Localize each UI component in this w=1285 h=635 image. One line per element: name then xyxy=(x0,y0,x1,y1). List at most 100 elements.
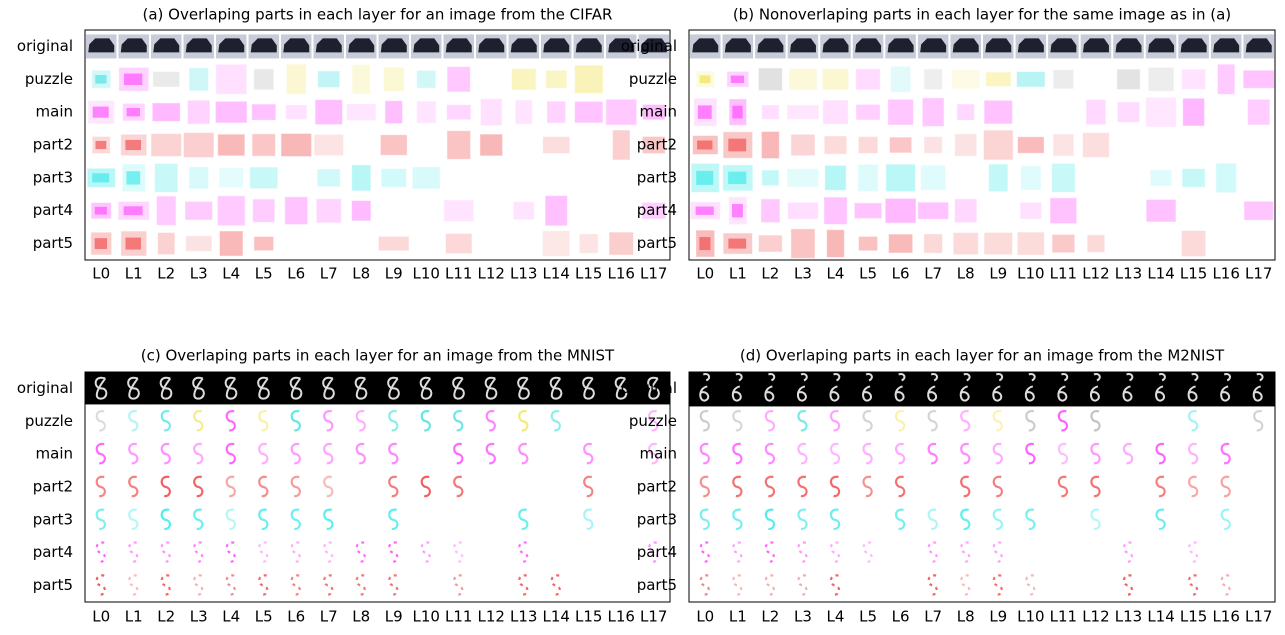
part-stroke xyxy=(227,542,235,561)
part-stroke xyxy=(701,477,709,496)
image-grid xyxy=(690,34,1274,257)
part-stroke xyxy=(766,575,774,594)
part-image xyxy=(575,66,602,93)
row-label: part4 xyxy=(33,543,73,561)
part-image xyxy=(954,233,978,254)
part-stroke xyxy=(487,411,495,430)
part-image xyxy=(985,233,1013,254)
part-stroke xyxy=(798,411,806,430)
part-stroke xyxy=(864,411,872,430)
part-image xyxy=(1183,99,1204,126)
column-label: L6 xyxy=(287,265,305,283)
column-label: L17 xyxy=(1245,265,1272,283)
part-image xyxy=(986,73,1010,86)
row-label: part3 xyxy=(637,510,677,528)
part-stroke xyxy=(227,510,235,529)
column-label: L11 xyxy=(1050,265,1077,283)
part-core xyxy=(728,239,746,249)
part-image xyxy=(1151,170,1172,185)
part-stroke xyxy=(1124,575,1132,594)
part-stroke xyxy=(831,477,839,496)
part-stroke xyxy=(929,444,937,463)
column-label: L13 xyxy=(510,608,537,626)
column-label: L8 xyxy=(957,265,975,283)
panel-title: (c) Overlaping parts in each layer for a… xyxy=(141,347,615,365)
part-stroke xyxy=(1091,411,1099,430)
part-stroke xyxy=(227,477,235,496)
part-image xyxy=(891,67,910,92)
column-label: L2 xyxy=(157,265,175,283)
part-image xyxy=(888,100,913,125)
part-stroke xyxy=(766,477,774,496)
part-image xyxy=(1018,137,1044,153)
part-stroke xyxy=(324,542,332,561)
part-stroke xyxy=(519,575,527,594)
row-label: puzzle xyxy=(25,412,73,430)
column-label: L0 xyxy=(92,608,110,626)
part-image xyxy=(886,165,915,191)
row-label: part4 xyxy=(637,543,677,561)
part-image xyxy=(1183,169,1205,187)
part-image xyxy=(514,202,534,219)
column-label: L16 xyxy=(608,265,635,283)
part-stroke xyxy=(292,444,300,463)
column-label: L16 xyxy=(1212,265,1239,283)
column-label: L1 xyxy=(125,265,143,283)
part-image xyxy=(609,233,633,255)
part-stroke xyxy=(324,510,332,529)
part-image xyxy=(379,237,409,250)
part-stroke xyxy=(1059,477,1067,496)
row-label: part3 xyxy=(33,168,73,186)
column-label: L6 xyxy=(287,608,305,626)
part-image xyxy=(447,131,470,159)
part-stroke xyxy=(961,477,969,496)
column-label: L9 xyxy=(989,265,1007,283)
column-label: L13 xyxy=(1115,608,1142,626)
part-core xyxy=(732,204,743,217)
part-stroke xyxy=(1026,444,1034,463)
part-image xyxy=(316,100,342,124)
part-image xyxy=(512,69,536,89)
part-stroke xyxy=(1157,510,1165,529)
column-label: L1 xyxy=(729,608,747,626)
part-image xyxy=(151,134,181,156)
part-image xyxy=(1054,70,1074,88)
part-stroke xyxy=(1222,477,1230,496)
part-image xyxy=(546,196,567,225)
part-stroke xyxy=(487,444,495,463)
part-image xyxy=(1052,164,1075,192)
part-stroke xyxy=(259,542,267,561)
part-stroke xyxy=(129,444,137,463)
part-core xyxy=(728,172,746,185)
part-stroke xyxy=(454,477,462,496)
part-image xyxy=(385,101,402,123)
part-image xyxy=(218,196,245,225)
part-image xyxy=(188,101,210,124)
part-stroke xyxy=(389,542,397,561)
part-stroke xyxy=(422,477,430,496)
part-image xyxy=(446,234,471,253)
column-label: L11 xyxy=(445,608,472,626)
part-image xyxy=(825,136,847,153)
column-label: L11 xyxy=(445,265,472,283)
part-stroke xyxy=(961,444,969,463)
part-stroke xyxy=(929,510,937,529)
panel-frame xyxy=(689,372,1275,602)
column-label: L10 xyxy=(1017,608,1044,626)
column-label: L9 xyxy=(385,265,403,283)
part-stroke xyxy=(929,542,937,561)
column-label: L9 xyxy=(989,608,1007,626)
part-stroke xyxy=(896,411,904,430)
part-stroke xyxy=(324,444,332,463)
part-image xyxy=(921,166,945,190)
part-image xyxy=(1053,134,1073,155)
part-stroke xyxy=(701,542,709,561)
part-image xyxy=(789,69,816,90)
part-image xyxy=(788,169,819,186)
column-label: L14 xyxy=(1147,608,1174,626)
column-label: L4 xyxy=(222,265,240,283)
part-stroke xyxy=(97,444,105,463)
part-stroke xyxy=(584,510,592,529)
part-stroke xyxy=(162,510,170,529)
row-label: part5 xyxy=(33,576,73,594)
